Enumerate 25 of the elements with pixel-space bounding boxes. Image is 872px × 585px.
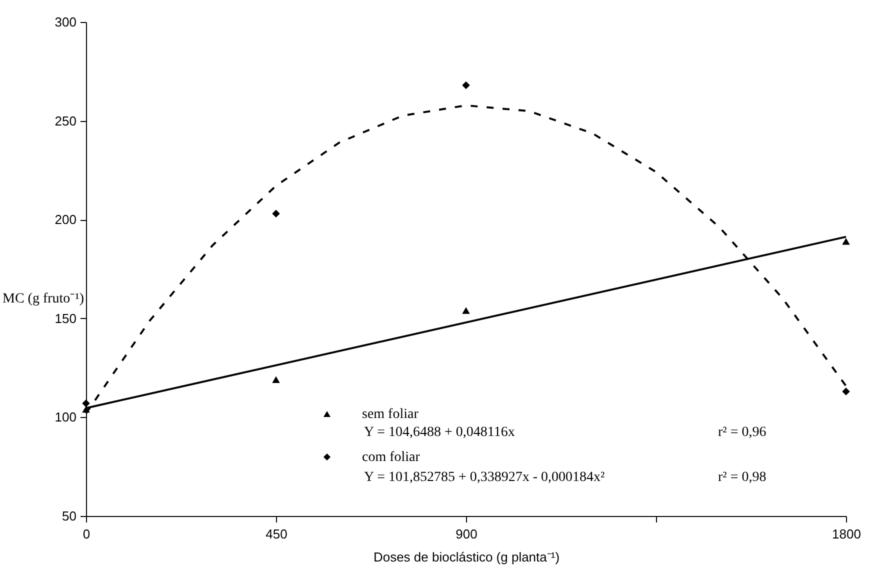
- point: [272, 376, 280, 384]
- annotation: Y = 101,852785 + 0,338927x - 0,000184x²: [364, 470, 605, 485]
- y-axis-title: MC (g fruto⁻¹): [2, 292, 84, 306]
- annotation: r² = 0,96: [718, 425, 766, 440]
- point: [82, 399, 90, 408]
- x-tick-label: 450: [266, 526, 288, 542]
- x-axis-title: Doses de bioclástico (g planta⁻¹): [373, 550, 560, 564]
- x-tick-label: 0: [82, 526, 90, 542]
- annotation: r² = 0,98: [718, 470, 766, 485]
- legend-label: sem foliar: [362, 407, 419, 422]
- x-tick-label: 1800: [832, 526, 861, 542]
- point: [462, 81, 470, 90]
- y-tick-label: 300: [54, 14, 76, 30]
- legend-label: com foliar: [362, 450, 420, 465]
- point: [842, 388, 850, 396]
- y-tick-label: 50: [62, 508, 76, 524]
- point: [462, 307, 470, 314]
- y-tick-label: 200: [54, 212, 76, 228]
- y-tick-label: 250: [54, 113, 76, 128]
- y-tick-label: 100: [54, 410, 76, 425]
- annotation: Y = 104,6488 + 0,048116x: [364, 425, 515, 440]
- x-tick-label: 900: [456, 526, 478, 542]
- y-tick-label: 150: [54, 310, 76, 326]
- point: [272, 210, 280, 218]
- point: [842, 238, 850, 245]
